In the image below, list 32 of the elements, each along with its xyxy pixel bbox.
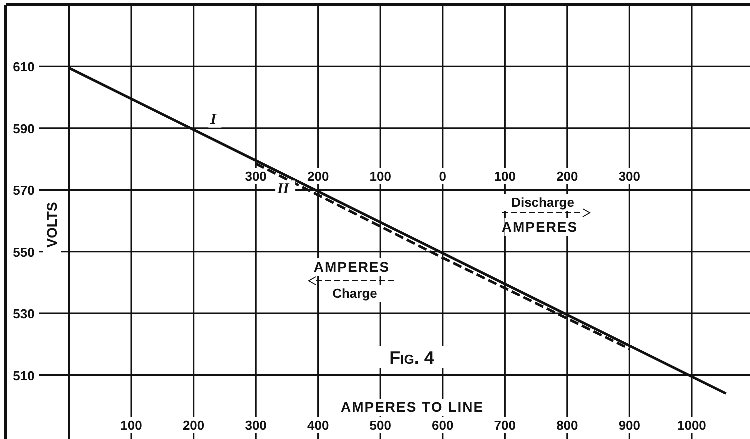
annotation: Charge: [332, 286, 378, 301]
x-tick-label: 800: [556, 418, 578, 433]
annotation: AMPERES: [502, 219, 578, 235]
x-tick-label: 100: [120, 418, 142, 433]
x-tick-label: 200: [182, 418, 205, 433]
y-tick-label: 510: [13, 368, 35, 384]
x-tick-label: 700: [494, 418, 516, 433]
x-tick-label: 900: [618, 418, 641, 433]
x-tick-label: 600: [432, 418, 454, 433]
x2-tick-label: 100: [370, 169, 392, 184]
y-axis-title: VOLTS: [44, 202, 60, 248]
y-tick-label: 570: [13, 183, 35, 198]
x2-tick-label: 300: [618, 169, 641, 184]
x-tick-label: 300: [245, 418, 267, 433]
y-tick-label: 550: [13, 244, 35, 260]
y-tick-label: 530: [13, 306, 35, 322]
annotation: Discharge: [512, 195, 574, 210]
x2-tick-label: 0: [439, 169, 446, 184]
y-tick-label: 610: [13, 60, 35, 75]
x-tick-label: 1000: [677, 418, 706, 433]
x2-tick-label: 300: [245, 169, 267, 184]
x2-tick-label: 100: [494, 169, 516, 184]
annotation: AMPERES: [314, 259, 390, 275]
x2-tick-label: 200: [556, 169, 578, 184]
x2-tick-label: 200: [307, 169, 330, 184]
y-tick-label: 590: [13, 121, 35, 136]
annotation: Fig. 4: [390, 348, 434, 368]
series-label: II: [276, 182, 290, 198]
x-tick-label: 500: [370, 418, 392, 433]
x-axis-title: AMPERES TO LINE: [340, 399, 484, 415]
series-label: I: [210, 112, 218, 128]
x-tick-label: 400: [307, 418, 330, 433]
